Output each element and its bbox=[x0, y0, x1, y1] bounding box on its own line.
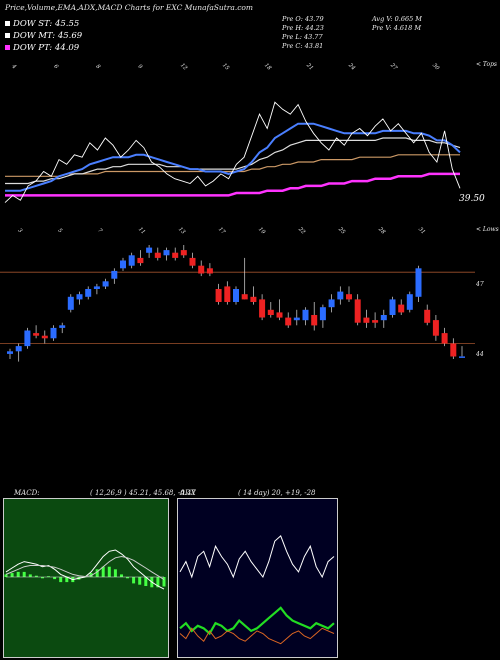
candle-body bbox=[354, 299, 361, 323]
stat-close: Pre C: 43.81 bbox=[282, 42, 324, 50]
stat-avg-volume: Avg V: 0.665 M bbox=[372, 15, 422, 23]
candle-body bbox=[372, 320, 379, 323]
candle-body bbox=[93, 286, 100, 289]
candle-body bbox=[441, 333, 448, 344]
candle-body bbox=[137, 257, 144, 264]
level-low-label: 44 bbox=[476, 351, 484, 358]
series-line-ema-longest bbox=[5, 172, 460, 197]
candle-body bbox=[276, 312, 283, 318]
candle-body bbox=[76, 294, 83, 300]
candle-body bbox=[85, 289, 92, 297]
candle-body bbox=[215, 289, 222, 302]
candle-body bbox=[41, 335, 48, 339]
stat-prev-volume: Pre V: 4.618 M bbox=[372, 24, 422, 32]
legend-text-st: DOW ST: 45.55 bbox=[13, 19, 80, 29]
series-line-close bbox=[4, 101, 461, 203]
candle-body bbox=[389, 299, 396, 315]
candle-body bbox=[250, 296, 257, 302]
adx-label: ADX bbox=[180, 489, 196, 497]
macd-panel bbox=[3, 498, 169, 658]
candle-body bbox=[293, 317, 300, 321]
adx-line-di-red bbox=[179, 627, 335, 645]
candle-body bbox=[398, 304, 405, 313]
candle-body bbox=[7, 351, 13, 354]
candle-body bbox=[363, 317, 370, 323]
macd-label: MACD: bbox=[14, 489, 40, 497]
stat-high: Pre H: 44.23 bbox=[282, 24, 324, 32]
candle-body bbox=[180, 250, 187, 256]
stat-low: Pre L: 43.77 bbox=[282, 33, 323, 41]
candle-body bbox=[311, 315, 318, 326]
legend-swatch-pt bbox=[5, 45, 10, 50]
candle-body bbox=[198, 265, 205, 274]
adx-params: ( 14 day) 20, +19, -28 bbox=[238, 489, 316, 497]
candle-body bbox=[128, 255, 135, 266]
candle-body bbox=[459, 356, 465, 358]
adx-line-adx-green bbox=[179, 606, 335, 636]
macd-params: ( 12,26,9 ) 45.21, 45.68, -0.47 bbox=[90, 489, 196, 497]
candle-body bbox=[154, 252, 161, 258]
legend-dow-mt: DOW MT: 45.69 bbox=[5, 31, 82, 41]
stat-open: Pre O: 43.79 bbox=[282, 15, 324, 23]
legend-dow-pt: DOW PT: 44.09 bbox=[5, 43, 79, 53]
candle-body bbox=[302, 309, 309, 321]
candle-body bbox=[189, 257, 196, 266]
legend-dow-st: DOW ST: 45.55 bbox=[5, 19, 79, 29]
legend-swatch-st bbox=[5, 21, 10, 26]
candle-body bbox=[380, 315, 387, 321]
price-level-label: 39.50 bbox=[459, 194, 485, 204]
candle-body bbox=[406, 294, 413, 310]
candle-body bbox=[50, 327, 57, 339]
candle-body bbox=[328, 299, 335, 308]
candle-body bbox=[450, 343, 457, 357]
candle-body bbox=[285, 317, 292, 326]
candle-body bbox=[424, 309, 431, 323]
candle-body bbox=[15, 346, 22, 352]
candle-body bbox=[337, 291, 344, 300]
legend-swatch-mt bbox=[5, 33, 10, 38]
candle-body bbox=[346, 294, 352, 300]
candle-body bbox=[241, 294, 248, 300]
candle-body bbox=[206, 268, 213, 274]
legend-text-pt: DOW PT: 44.09 bbox=[13, 43, 80, 53]
chart-title: Price,Volume,EMA,ADX,MACD Charts for EXC… bbox=[5, 3, 254, 12]
series-line-ema-short bbox=[5, 122, 461, 192]
tops-label: < Tops bbox=[476, 61, 498, 68]
lows-label: < Lows bbox=[476, 226, 499, 233]
level-high-label: 47 bbox=[476, 281, 484, 288]
candle-body bbox=[111, 270, 118, 279]
candle-body bbox=[120, 260, 126, 269]
candle-body bbox=[172, 252, 179, 258]
adx-line-di-white bbox=[179, 535, 335, 579]
legend-text-mt: DOW MT: 45.69 bbox=[13, 31, 83, 41]
candle-body bbox=[233, 289, 239, 302]
candle-body bbox=[59, 325, 66, 328]
candle-body bbox=[102, 281, 109, 287]
macd-line-signal bbox=[5, 555, 165, 581]
candle-body bbox=[259, 299, 266, 318]
candle-body bbox=[163, 250, 170, 256]
candle-body bbox=[224, 286, 231, 302]
candle-body bbox=[267, 309, 274, 315]
candle-body bbox=[33, 333, 40, 336]
candle-body bbox=[432, 320, 439, 336]
candle-body bbox=[24, 330, 31, 347]
candle-body bbox=[415, 268, 422, 297]
candle-body bbox=[146, 247, 153, 253]
series-line-ema-mid bbox=[5, 137, 461, 185]
candle-body bbox=[319, 307, 326, 321]
candle-body bbox=[67, 296, 74, 310]
